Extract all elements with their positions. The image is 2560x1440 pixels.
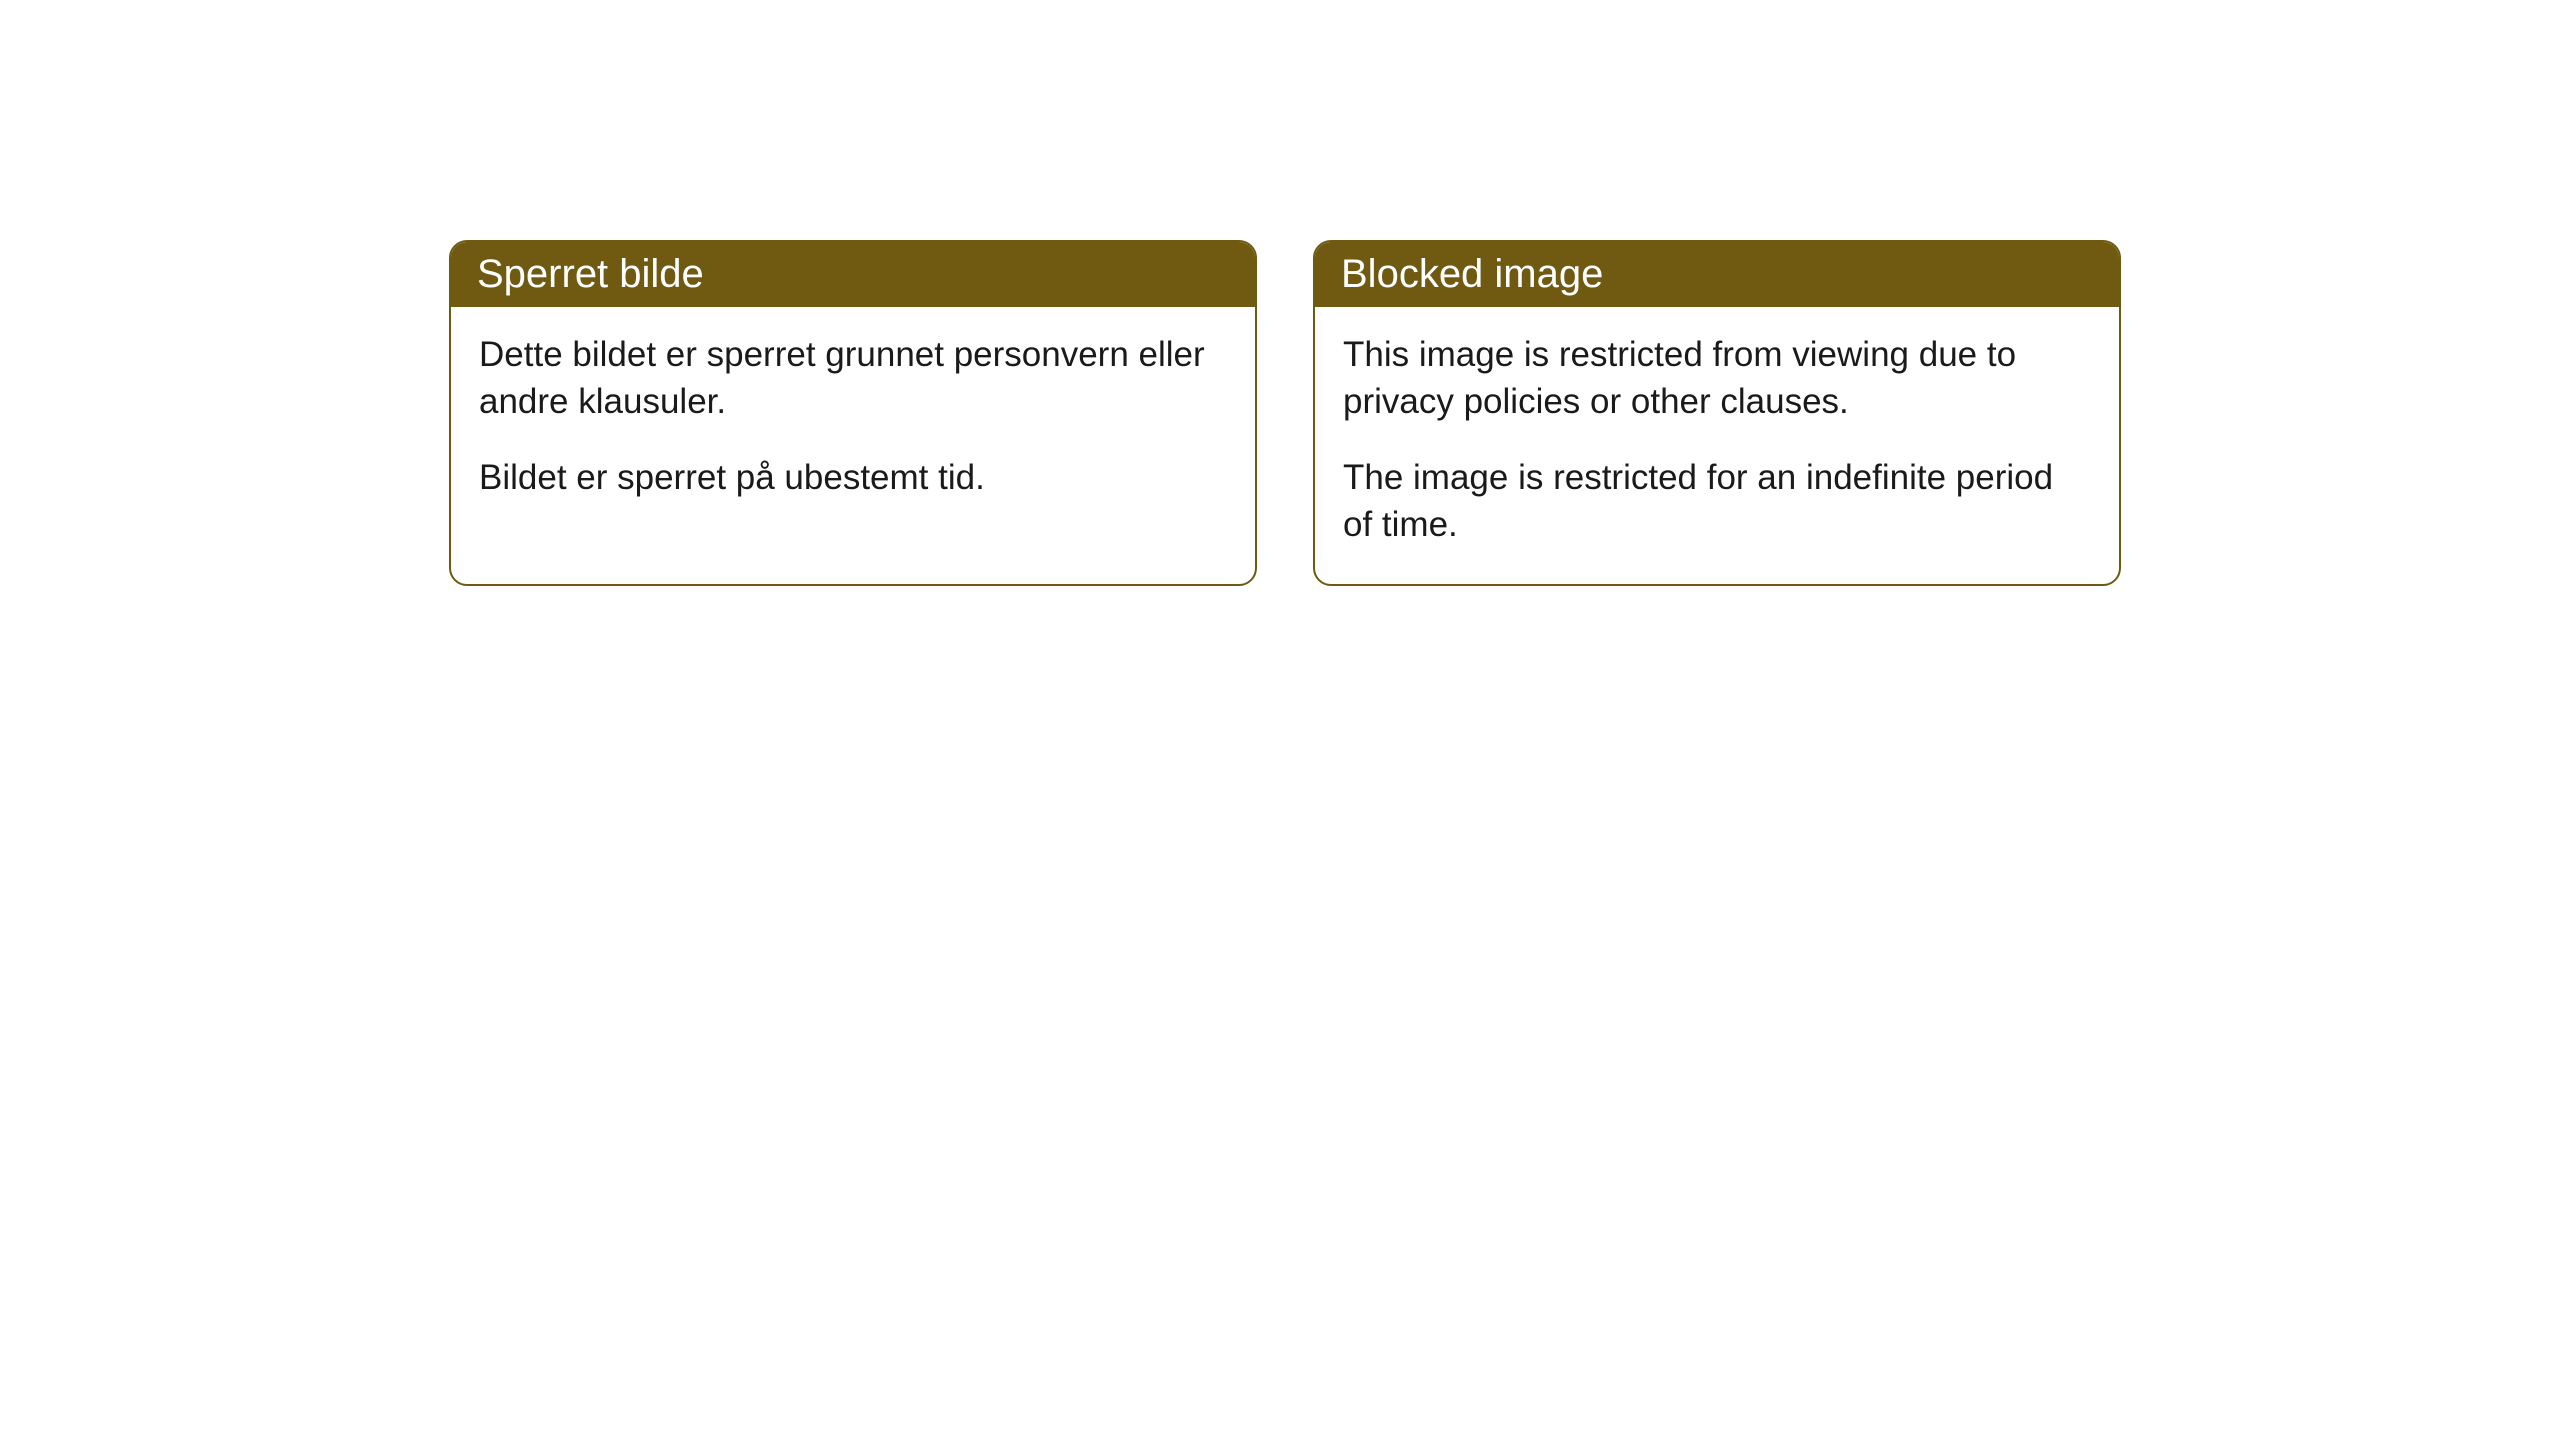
notice-cards-container: Sperret bilde Dette bildet er sperret gr…: [449, 240, 2121, 586]
card-paragraph: The image is restricted for an indefinit…: [1343, 454, 2091, 549]
blocked-image-card-norwegian: Sperret bilde Dette bildet er sperret gr…: [449, 240, 1257, 586]
card-paragraph: Dette bildet er sperret grunnet personve…: [479, 331, 1227, 426]
blocked-image-card-english: Blocked image This image is restricted f…: [1313, 240, 2121, 586]
card-header: Sperret bilde: [451, 242, 1255, 307]
card-body: This image is restricted from viewing du…: [1315, 307, 2119, 584]
card-paragraph: Bildet er sperret på ubestemt tid.: [479, 454, 1227, 501]
card-paragraph: This image is restricted from viewing du…: [1343, 331, 2091, 426]
card-title: Sperret bilde: [477, 252, 704, 296]
card-title: Blocked image: [1341, 252, 1603, 296]
card-header: Blocked image: [1315, 242, 2119, 307]
card-body: Dette bildet er sperret grunnet personve…: [451, 307, 1255, 537]
